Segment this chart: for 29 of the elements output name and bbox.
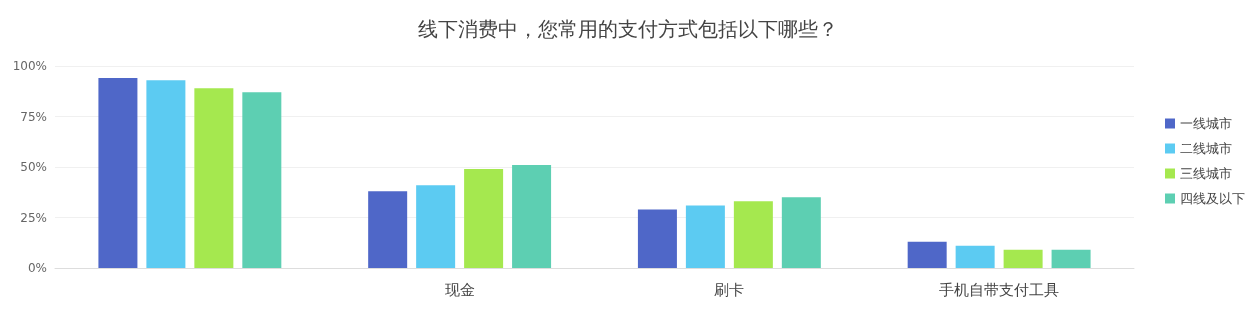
legend-label: 二线城市 xyxy=(1180,141,1232,156)
y-tick-label: 50% xyxy=(20,160,47,174)
bar xyxy=(194,88,234,268)
y-tick-label: 25% xyxy=(20,210,47,225)
bar xyxy=(512,164,552,268)
bar xyxy=(1051,249,1091,268)
legend-label: 一线城市 xyxy=(1180,116,1232,131)
x-tick-label: 现金 xyxy=(444,280,475,299)
bar xyxy=(146,80,186,268)
x-tick-label: 手机自带支付工具 xyxy=(939,280,1060,299)
bar xyxy=(955,245,995,268)
y-tick-label: 100% xyxy=(12,59,47,73)
bar xyxy=(637,209,677,268)
bar xyxy=(416,185,456,268)
bar xyxy=(98,78,138,268)
y-tick-label: 75% xyxy=(20,109,47,124)
chart-title: 线下消费中，您常用的支付方式包括以下哪些？ xyxy=(418,17,838,41)
bar xyxy=(242,92,282,268)
bar xyxy=(781,197,821,268)
y-tick-label: 0% xyxy=(27,261,47,275)
bar xyxy=(368,191,408,268)
bar xyxy=(1003,249,1043,268)
x-tick-label: 刷卡 xyxy=(714,280,745,299)
bar xyxy=(685,205,725,268)
bar xyxy=(907,241,947,268)
bar xyxy=(464,169,504,268)
bar xyxy=(733,201,773,268)
legend-label: 四线及以下 xyxy=(1180,191,1245,206)
legend-label: 三线城市 xyxy=(1180,166,1232,181)
